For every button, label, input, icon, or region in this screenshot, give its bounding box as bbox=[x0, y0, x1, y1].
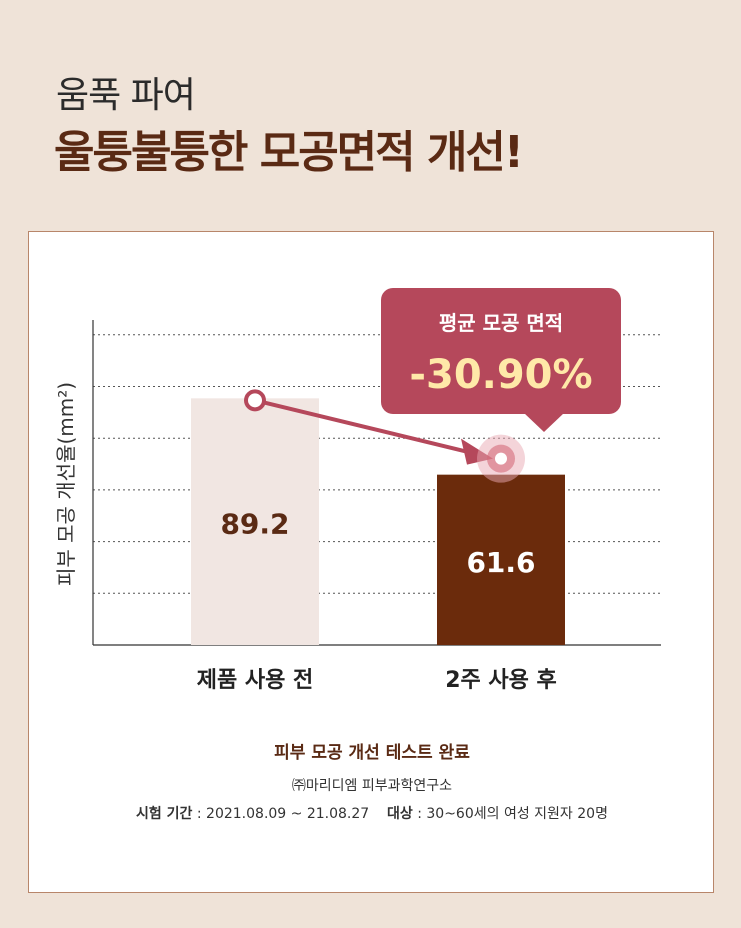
callout-title: 평균 모공 면적 bbox=[439, 311, 563, 335]
footer-title: 피부 모공 개선 테스트 완료 bbox=[274, 743, 470, 763]
category-label: 2주 사용 후 bbox=[445, 668, 557, 693]
subject-value: : 30~60세의 여성 지원자 20명 bbox=[412, 806, 608, 822]
bar-value-label: 89.2 bbox=[220, 508, 289, 541]
bar-before bbox=[191, 398, 319, 645]
period-label: 시험 기간 bbox=[136, 806, 193, 822]
chart-card: 피부 모공 개선율(mm²) 89.2 제품 사용 전 61.6 2주 사용 후 평균… bbox=[28, 231, 714, 893]
callout-pointer bbox=[524, 413, 564, 432]
category-label: 제품 사용 전 bbox=[197, 668, 314, 693]
headline-subtitle: 움푹 파여 bbox=[56, 75, 196, 116]
callout-bubble bbox=[381, 288, 621, 414]
callout-value: -30.90% bbox=[409, 352, 592, 398]
trend-end-dot bbox=[495, 452, 507, 465]
trend-arrow-line bbox=[254, 398, 472, 455]
bar-after bbox=[437, 474, 565, 645]
bar-value-label: 61.6 bbox=[466, 546, 535, 579]
period-value: : 2021.08.09 ~ 21.08.27 bbox=[192, 806, 370, 822]
footer-lab: ㈜마리디엠 피부과학연구소 bbox=[291, 778, 453, 794]
trend-start-dot bbox=[244, 389, 266, 412]
headline-title: 울퉁불퉁한 모공면적 개선! bbox=[54, 127, 524, 178]
footer-test-info: 시험 기간 : 2021.08.09 ~ 21.08.27 대상 : 30~60… bbox=[29, 803, 715, 823]
bar-chart: 피부 모공 개선율(mm²) 89.2 제품 사용 전 61.6 2주 사용 후 평균… bbox=[54, 288, 661, 693]
subject-label: 대상 bbox=[387, 806, 413, 822]
y-axis-label: 피부 모공 개선율(mm²) bbox=[54, 382, 78, 586]
